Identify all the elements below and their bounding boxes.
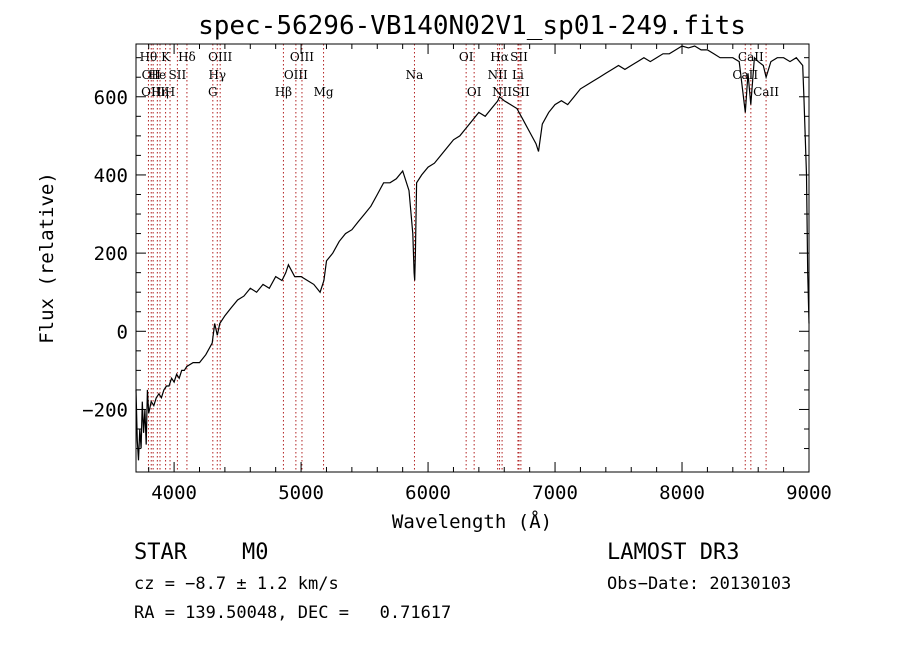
spectral-line-label: SII <box>510 50 528 64</box>
spectral-line-label: OII <box>142 68 162 82</box>
spectral-line-label: Hδ <box>178 50 196 64</box>
y-axis-ticks: −200 0 200 400 600 <box>82 57 809 450</box>
x-axis-label: Wavelength (Å) <box>392 510 552 533</box>
plot-frame <box>135 43 810 473</box>
spectral-line-label: OIII <box>290 50 314 64</box>
x-tick-label: 6000 <box>405 482 451 504</box>
spectral-line-label: Hη <box>151 85 169 99</box>
spectral-line-label: Hβ <box>275 85 292 99</box>
spectral-line-markers <box>147 44 767 472</box>
spectral-line-label: SII <box>169 68 187 82</box>
spectral-line-label: Hγ <box>208 68 226 82</box>
spectral-line-label: NII <box>492 85 512 99</box>
object-class: STAR <box>134 540 187 565</box>
chart-title: spec-56296-VB140N02V1_sp01-249.fits <box>198 11 746 41</box>
y-tick-label: 200 <box>94 243 128 265</box>
observation-date: Obs−Date: 20130103 <box>607 574 792 594</box>
redshift-cz: cz = −8.7 ± 1.2 km/s <box>134 574 339 594</box>
y-tick-label: 0 <box>117 321 128 343</box>
spectral-line-label: Na <box>406 68 424 82</box>
x-tick-label: 7000 <box>532 482 578 504</box>
x-tick-label: 8000 <box>659 482 705 504</box>
x-tick-label: 9000 <box>786 482 832 504</box>
spectral-line-label: OI <box>467 85 482 99</box>
spectral-line-label: H <box>165 85 175 99</box>
spectral-line-label: OIII <box>284 68 308 82</box>
spectral-line-label: OIII <box>141 85 165 99</box>
spectral-line-label: G <box>208 85 218 99</box>
spectral-line-label: OI <box>459 50 474 64</box>
coordinates: RA = 139.50048, DEC = 0.71617 <box>134 603 452 623</box>
spectral-line-label: CaII <box>732 68 758 82</box>
y-tick-label: 400 <box>94 165 128 187</box>
y-axis-label: Flux (relative) <box>36 172 58 344</box>
spectral-line-label: CaII <box>753 85 779 99</box>
flux-series-line <box>135 45 810 461</box>
spectral-line-label: NII <box>488 68 508 82</box>
spectral-line-label: Hα <box>490 50 509 64</box>
survey-name: LAMOST DR3 <box>607 540 740 565</box>
spectral-line-label: OIII <box>208 50 232 64</box>
y-tick-label: 600 <box>94 87 128 109</box>
y-tick-label: −200 <box>82 399 128 421</box>
spectral-line-label: CaII <box>738 50 764 64</box>
x-tick-label: 5000 <box>278 482 324 504</box>
spectral-line-label: He <box>149 68 167 82</box>
spectral-line-label: SII <box>512 85 530 99</box>
spectral-line-labels: Hθ OII OIII He Hη K H SII Hδ G Hγ OIII Hβ OIII OIII Mg N… <box>140 50 780 99</box>
object-subclass: M0 <box>242 540 269 565</box>
x-axis-ticks: 4000 5000 6000 7000 8000 9000 <box>148 44 832 504</box>
spectral-line-label: Mg <box>314 85 334 99</box>
spectral-line-label: K <box>161 50 171 64</box>
spectral-line-label: Li <box>512 68 524 82</box>
x-tick-label: 4000 <box>151 482 197 504</box>
spectral-line-label: Hθ <box>140 50 158 64</box>
